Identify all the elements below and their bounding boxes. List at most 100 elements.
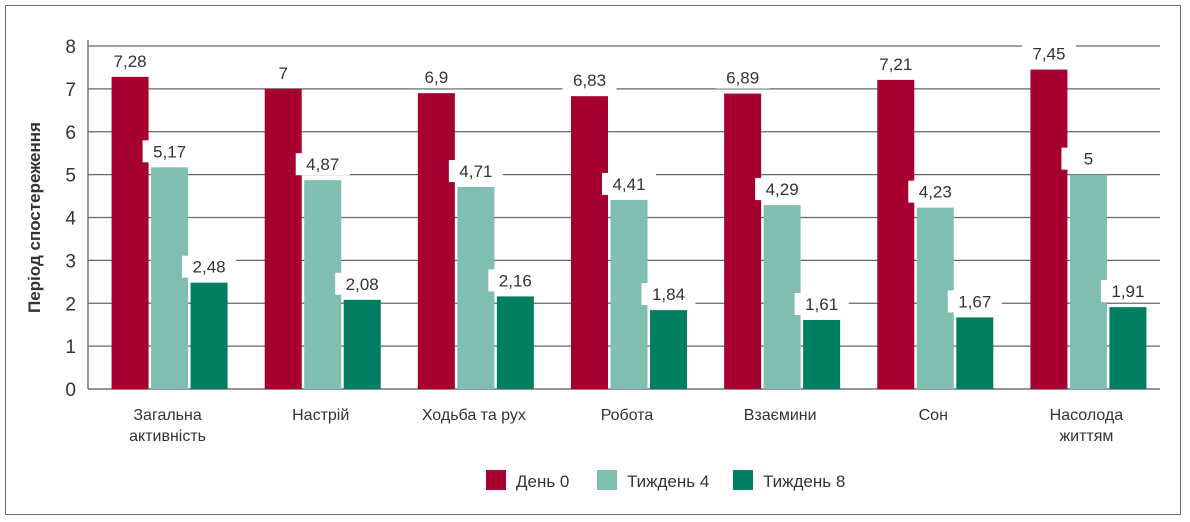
y-tick-label: 3 [65,251,76,272]
bar [111,76,149,390]
data-label: 2,16 [499,271,532,290]
x-tick-label-line: життям [1059,428,1113,445]
data-label-bg [103,49,158,72]
legend-label: Тиждень 8 [763,472,845,491]
data-label-bg [488,269,543,292]
x-tick-label-line: Насолода [1050,407,1124,424]
bar [877,79,915,389]
bar [343,299,381,389]
bar [190,282,228,389]
data-label: 1,67 [958,292,991,311]
data-label: 7 [278,64,287,83]
legend-swatch [597,470,617,490]
legend-swatch [486,470,506,490]
data-label: 6,9 [425,68,449,87]
data-label-bg [755,178,810,201]
bar [304,180,342,389]
x-tick-label: Настрій [292,407,349,424]
data-label-bg [335,272,390,295]
data-label-bg [908,180,963,203]
bar [571,96,608,389]
data-label: 4,71 [459,162,492,181]
data-label-bg [794,292,849,315]
x-tick-label: Ходьба та рух [422,407,526,424]
data-label: 1,84 [652,285,685,304]
data-label-bg [448,160,503,183]
data-label: 4,29 [766,180,799,199]
x-tick-label-line: Сон [919,407,948,424]
bar [417,93,455,389]
data-label-bg [947,290,1002,313]
x-tick-label-line: активність [129,428,206,445]
y-tick-label: 8 [65,37,76,58]
data-label-bg [602,172,656,195]
data-label-bg [182,255,237,278]
y-tick-label: 2 [65,294,76,315]
data-label-bg [295,153,350,176]
x-tick-label: Загальна активність [129,407,206,445]
bar [724,93,762,389]
data-label: 2,48 [193,258,226,277]
legend-label: Тиждень 4 [627,472,709,491]
data-labels: 7,28 5,17 2,48 7 4,87 2,08 6,9 4,71 2,16 6,83 4,41… [103,42,1155,315]
bars [111,69,1147,390]
data-label-bg [1100,280,1155,303]
bar [264,88,302,389]
x-tick-label-line: Загальна [133,407,201,424]
y-tick-label: 4 [65,209,76,230]
data-label-bg [1021,42,1076,65]
data-label: 1,61 [805,295,838,314]
x-tick-label-line: Настрій [292,407,349,424]
bar [151,167,189,389]
bar [1069,174,1107,389]
bar [1030,69,1068,390]
data-label: 7,21 [879,55,912,74]
data-label: 6,83 [573,71,606,90]
y-tick-label: 7 [65,80,76,101]
data-label: 6,89 [726,69,759,88]
x-tick-label-line: Робота [601,407,654,424]
legend-label: День 0 [516,472,569,491]
data-label: 1,91 [1111,282,1144,301]
legend-swatch [733,470,753,490]
bar [496,296,534,389]
data-label-bg [641,283,696,306]
y-tick-label: 0 [65,380,76,401]
x-tick-label-line: Взаємини [744,407,817,424]
y-tick-label: 5 [65,166,76,187]
bar [1109,307,1147,389]
legend: День 0 Тиждень 4 Тиждень 8 [486,470,845,491]
bar [457,187,495,389]
y-tick-label: 1 [65,337,76,358]
data-label-bg [409,66,464,89]
x-tick-label: Робота [601,407,654,424]
data-label: 4,41 [612,175,645,194]
bar [763,205,801,389]
data-label-bg [715,66,770,89]
data-label-bg [142,140,197,163]
bar [916,207,954,389]
bar [803,319,841,389]
x-tick-label: Сон [919,407,948,424]
chart-frame [5,5,1181,515]
bar [956,317,994,389]
bar [610,199,648,389]
data-label: 5,17 [153,142,186,161]
data-label: 5 [1084,150,1093,169]
data-label: 7,28 [114,52,147,71]
axes: 0 1 2 3 4 5 6 7 8 Період спостереження Загальна акт… [25,37,1123,445]
data-label-bg [1061,147,1116,170]
y-tick-label: 6 [65,123,76,144]
data-label-bg [562,69,617,92]
y-axis-title: Період спостереження [25,122,44,313]
x-tick-label: Насолода життям [1050,407,1124,445]
data-label: 4,87 [306,155,339,174]
data-label-bg [868,52,923,75]
data-label-bg [256,61,311,84]
data-label: 2,08 [346,275,379,294]
x-tick-label: Взаємини [744,407,817,424]
data-label: 7,45 [1032,45,1065,64]
bar [650,310,687,389]
x-tick-label-line: Ходьба та рух [422,407,526,424]
